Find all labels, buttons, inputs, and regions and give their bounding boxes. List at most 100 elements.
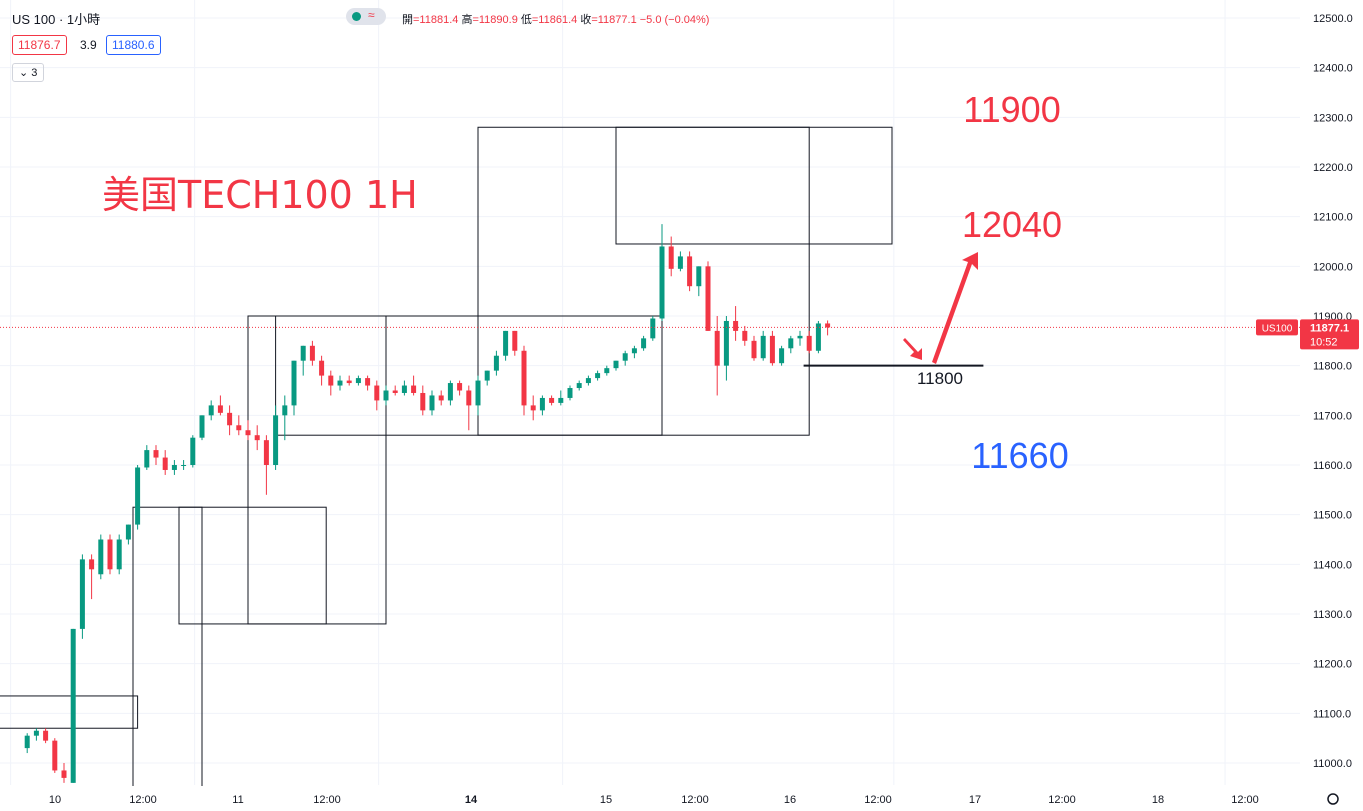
candle-body — [98, 539, 104, 575]
candle-body — [475, 380, 481, 406]
candle-body — [319, 360, 325, 376]
price-tick-label: 11000.0 — [1313, 758, 1352, 770]
open-value: =11881.4 — [413, 14, 459, 26]
candle-body — [576, 383, 582, 389]
chevron-down-icon: ⌄ — [19, 67, 29, 79]
candle-body — [622, 353, 628, 361]
candle-body — [208, 405, 214, 416]
candle-body — [24, 735, 30, 749]
annotation-box — [477, 126, 810, 436]
countdown-label: 10:52 — [1310, 336, 1338, 348]
candle-body — [365, 378, 371, 386]
candle-body — [549, 397, 555, 403]
current-price-label: 11877.1 — [1310, 322, 1349, 334]
candle-body — [355, 378, 361, 384]
candle-body — [604, 368, 610, 374]
candle-body — [227, 412, 233, 426]
candle-body — [650, 318, 656, 339]
candle-body — [760, 335, 766, 359]
arrow-up-icon — [932, 252, 978, 364]
time-tick-label: 12:00 — [1231, 794, 1259, 806]
bid-price-button[interactable]: 11876.7 — [12, 35, 67, 55]
candle-body — [401, 385, 407, 393]
candle-body — [171, 465, 177, 470]
time-tick-label: 18 — [1152, 794, 1164, 806]
candle-body — [162, 457, 168, 470]
time-tick-label: 12:00 — [313, 794, 341, 806]
candle-body — [641, 338, 647, 349]
time-tick-label: 12:00 — [681, 794, 709, 806]
candle-body — [567, 388, 573, 398]
time-tick-label: 12:00 — [864, 794, 892, 806]
candle-body — [79, 559, 85, 629]
price-tick-label: 11600.0 — [1313, 460, 1352, 472]
candle-body — [116, 539, 122, 570]
price-tick-label: 12200.0 — [1313, 162, 1353, 174]
time-tick-label: 16 — [784, 794, 796, 806]
indicators-toggle[interactable]: ⌄ 3 — [12, 63, 45, 82]
ask-price-button[interactable]: 11880.6 — [106, 35, 161, 55]
candle-body — [825, 323, 831, 328]
candle-body — [585, 378, 591, 384]
candle-body — [181, 465, 187, 466]
candle-body — [420, 392, 426, 411]
candle-body — [282, 405, 288, 416]
high-value: =11890.9 — [472, 14, 518, 26]
candle-body — [309, 345, 315, 361]
candle-body — [742, 330, 748, 341]
annotation-box — [178, 506, 327, 625]
indicator-count: 3 — [31, 67, 38, 79]
candle-body — [806, 335, 812, 351]
close-label: 收 — [580, 14, 592, 26]
candle-body — [493, 355, 499, 371]
time-tick-label: 15 — [600, 794, 612, 806]
price-tick-label: 12100.0 — [1313, 212, 1353, 224]
annotation-box — [132, 506, 203, 791]
candle-body — [392, 390, 398, 393]
candle-body — [153, 450, 159, 458]
target-label-upper: 11900 — [963, 89, 1060, 130]
market-status-badge[interactable]: ≈ — [346, 8, 386, 25]
time-tick-label: 14 — [465, 794, 478, 806]
candle-body — [61, 770, 67, 778]
candle-body — [383, 390, 389, 401]
target-label-upper2: 12040 — [962, 204, 1062, 245]
candle-body — [733, 320, 739, 331]
current-price-tag — [1300, 319, 1359, 350]
candle-body — [457, 383, 463, 391]
price-axis-bg — [1305, 0, 1363, 811]
candle-body — [346, 380, 352, 384]
candle-body — [705, 266, 711, 331]
candle-body — [263, 440, 269, 465]
candle-body — [245, 430, 251, 436]
candle-body — [659, 246, 665, 319]
candle-body — [512, 330, 518, 351]
arrow-down-icon — [903, 338, 922, 360]
candle-body — [484, 370, 490, 381]
close-value: =11877.1 — [591, 14, 637, 26]
candle-body — [530, 405, 536, 411]
price-tick-label: 11200.0 — [1313, 659, 1352, 671]
time-tick-label: 12:00 — [1048, 794, 1076, 806]
price-tick-label: 11100.0 — [1313, 708, 1351, 720]
candle-body — [144, 450, 150, 468]
candle-body — [447, 383, 453, 401]
price-tick-label: 12500.0 — [1313, 13, 1353, 25]
candle-body — [411, 385, 417, 393]
candle-body — [714, 330, 720, 366]
candle-body — [668, 246, 674, 269]
ohlc-readout: 開=11881.4 高=11890.9 低=11861.4 收=11877.1 … — [402, 11, 709, 27]
candle-body — [788, 338, 794, 349]
spread-value: 3.9 — [80, 38, 97, 52]
candle-body — [521, 350, 527, 406]
price-tick-label: 12000.0 — [1313, 261, 1353, 273]
open-label: 開 — [402, 14, 413, 26]
chart-title: 美国TECH100 1H — [102, 173, 418, 217]
candle-body — [631, 348, 637, 354]
candle-body — [677, 256, 683, 269]
symbol-title[interactable]: US 100 · 1小時 — [12, 12, 101, 27]
price-tick-label: 12400.0 — [1313, 63, 1353, 75]
price-tick-label: 11700.0 — [1313, 410, 1352, 422]
annotation-box — [0, 695, 139, 729]
